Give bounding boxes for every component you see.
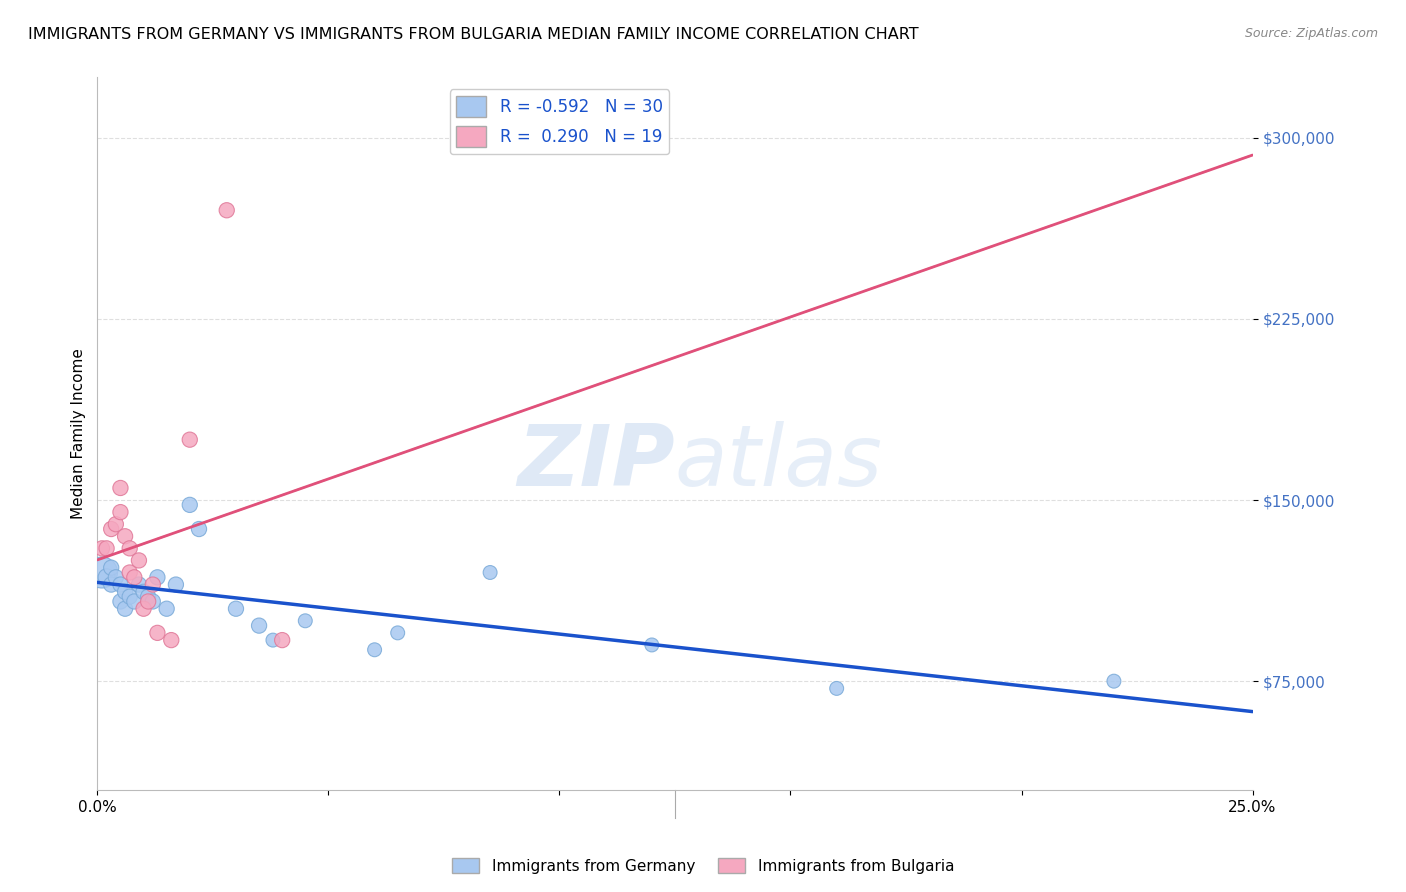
Point (132, 584, 155, 599)
Point (825, 681, 848, 696)
Point (100, 577, 122, 591)
Point (91, 541, 114, 556)
Point (142, 577, 165, 591)
Point (146, 625, 169, 640)
Point (128, 577, 150, 591)
Point (179, 433, 201, 447)
Point (479, 566, 502, 580)
Point (160, 633, 183, 648)
Point (387, 625, 409, 640)
Point (96, 570, 118, 584)
Text: IMMIGRANTS FROM GERMANY VS IMMIGRANTS FROM BULGARIA MEDIAN FAMILY INCOME CORRELA: IMMIGRANTS FROM GERMANY VS IMMIGRANTS FR… (28, 27, 918, 42)
Legend: R = -0.592   N = 30, R =  0.290   N = 19: R = -0.592 N = 30, R = 0.290 N = 19 (450, 89, 669, 153)
Point (124, 594, 146, 608)
Point (363, 642, 385, 657)
Point (100, 522, 122, 536)
Point (128, 553, 150, 567)
Point (136, 590, 159, 604)
Point (641, 638, 664, 652)
Point (188, 522, 211, 536)
Point (100, 560, 122, 574)
Point (165, 577, 187, 591)
Point (118, 541, 141, 556)
Point (91, 566, 114, 580)
Point (124, 570, 146, 584)
Point (114, 601, 136, 615)
Point (146, 570, 169, 584)
Point (114, 529, 136, 543)
Point (96, 541, 118, 556)
Point (294, 614, 316, 628)
Point (104, 517, 127, 532)
Text: atlas: atlas (675, 421, 883, 504)
Point (110, 481, 132, 495)
Text: ZIP: ZIP (517, 421, 675, 504)
Point (110, 594, 132, 608)
Point (136, 594, 159, 608)
Point (271, 633, 294, 648)
Point (110, 505, 132, 519)
Point (1102, 674, 1125, 689)
Point (118, 566, 141, 580)
Point (118, 590, 141, 604)
Point (156, 601, 179, 615)
Point (114, 584, 136, 599)
Point (247, 618, 270, 632)
Point (262, 633, 284, 648)
Point (179, 498, 201, 512)
Legend: Immigrants from Germany, Immigrants from Bulgaria: Immigrants from Germany, Immigrants from… (446, 852, 960, 880)
Point (215, 203, 238, 218)
Point (225, 601, 247, 615)
Point (142, 594, 165, 608)
Y-axis label: Median Family Income: Median Family Income (72, 348, 86, 519)
Text: Source: ZipAtlas.com: Source: ZipAtlas.com (1244, 27, 1378, 40)
Point (110, 577, 132, 591)
Point (104, 570, 127, 584)
Point (132, 601, 155, 615)
